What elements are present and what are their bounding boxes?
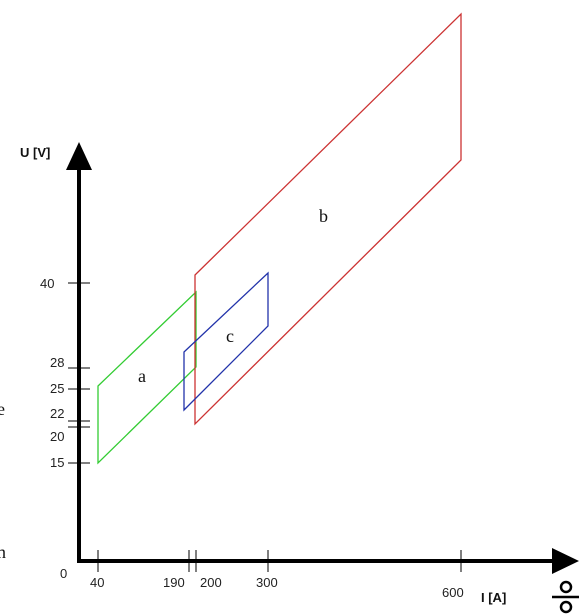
region-c-outline: [183, 271, 269, 412]
edge-text-n-visible: n: [0, 542, 6, 562]
x-tick-label-40: 40: [90, 575, 104, 590]
y-tick-label-22: 22: [50, 406, 64, 421]
y-axis-title: U [V]: [20, 145, 50, 160]
welding-symbol-icon: [552, 580, 579, 614]
y-axis-arrowhead: [66, 142, 92, 170]
y-tick-label-40: 40: [40, 276, 54, 291]
edge-text-e-visible: e: [0, 399, 5, 419]
x-axis-title: I [A]: [481, 590, 506, 605]
region-b-label: b: [319, 206, 328, 226]
x-ticks: [97, 550, 462, 572]
x-tick-label-300: 300: [256, 575, 278, 590]
y-tick-label-25: 25: [50, 381, 64, 396]
x-tick-label-600: 600: [442, 585, 464, 600]
region-c-label: c: [226, 326, 234, 346]
x-tick-label-190: 190: [163, 575, 185, 590]
region-b-outline: [194, 12, 462, 426]
y-tick-label-15: 15: [50, 455, 64, 470]
region-a-label: a: [138, 366, 146, 386]
y-tick-label-28: 28: [50, 355, 64, 370]
region-a-outline: [97, 290, 197, 465]
x-origin-label: 0: [60, 566, 67, 581]
y-ticks: [68, 282, 90, 464]
y-tick-label-20: 20: [50, 429, 64, 444]
x-axis-arrowhead: [552, 548, 579, 574]
x-tick-label-200: 200: [200, 575, 222, 590]
